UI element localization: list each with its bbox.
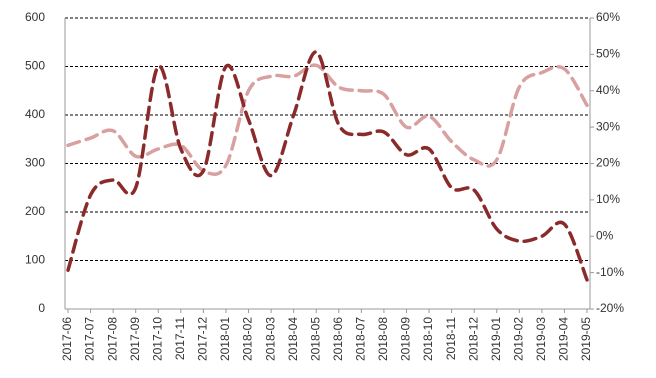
x-tick-label: 2019-01 [489, 317, 503, 361]
x-tick-label: 2017-12 [196, 317, 210, 361]
x-tick-label: 2018-01 [218, 317, 232, 361]
x-tick-label: 2019-05 [579, 317, 593, 361]
y2-tick-label: 50% [596, 47, 620, 61]
y-tick-label: 200 [25, 204, 45, 218]
x-tick-label: 2018-09 [399, 317, 413, 361]
x-tick-label: 2017-10 [150, 317, 164, 361]
x-tick-label: 2018-06 [331, 317, 345, 361]
x-tick-label: 2019-03 [534, 317, 548, 361]
x-tick-label: 2018-05 [308, 317, 322, 361]
x-tick-label: 2018-04 [286, 317, 300, 361]
y2-tick-label: 0% [596, 228, 614, 242]
y-tick-label: 300 [25, 156, 45, 170]
y2-tick-label: -20% [596, 301, 624, 315]
y2-tick-label: 40% [596, 83, 620, 97]
line-series [66, 50, 589, 282]
y-tick-label: 500 [25, 59, 45, 73]
x-tick-label: 2017-07 [83, 317, 97, 361]
y-tick-label: 600 [25, 10, 45, 24]
x-tick-label: 2017-06 [60, 317, 74, 361]
x-tick-label: 2019-04 [557, 317, 571, 361]
y2-tick-label: -10% [596, 265, 624, 279]
x-tick-label: 2018-07 [354, 317, 368, 361]
x-tick-label: 2018-11 [444, 317, 458, 360]
y2-tick-label: 30% [596, 119, 620, 133]
x-tick-label: 2018-08 [376, 317, 390, 361]
x-tick-label: 2017-09 [128, 317, 142, 361]
y2-tick-label: 10% [596, 192, 620, 206]
x-tick-label: 2017-11 [173, 317, 187, 360]
y2-tick-label: 60% [596, 10, 620, 24]
y-tick-label: 0 [38, 301, 45, 315]
x-tick-label: 2018-02 [241, 317, 255, 361]
x-tick-label: 2018-10 [421, 317, 435, 361]
y2-tick-label: 20% [596, 156, 620, 170]
y-tick-label: 100 [25, 253, 45, 267]
y-tick-label: 400 [25, 107, 45, 121]
x-tick-label: 2018-03 [263, 317, 277, 361]
line-series [66, 63, 589, 177]
x-tick-label: 2019-02 [511, 317, 525, 361]
x-tick-label: 2017-08 [105, 317, 119, 361]
x-tick-label: 2018-12 [466, 317, 480, 361]
